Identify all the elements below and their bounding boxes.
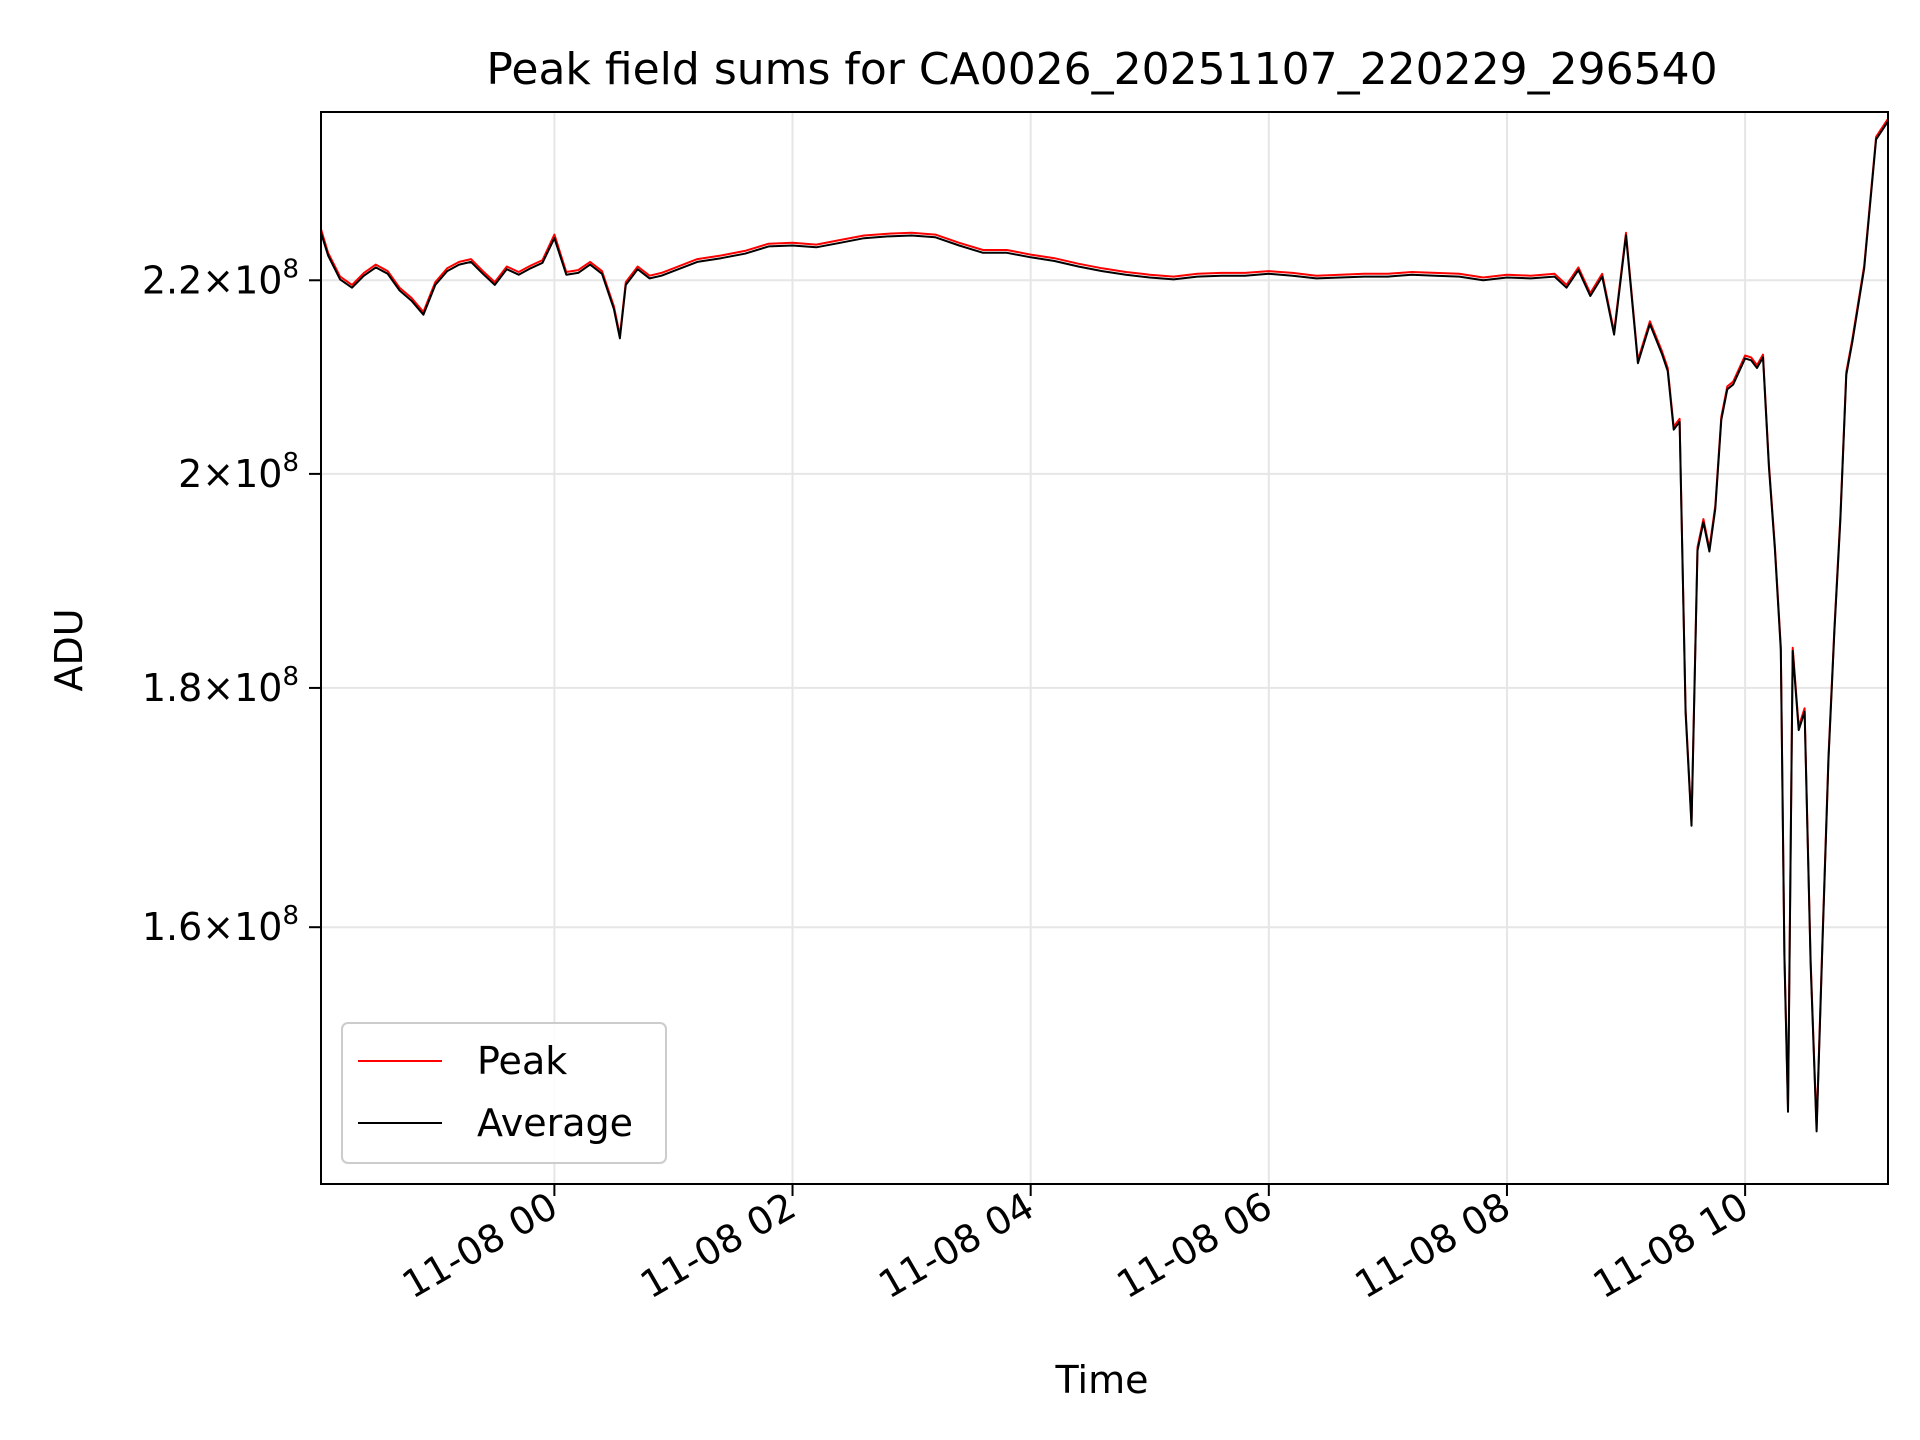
y-tick-label: 1.6×108	[142, 901, 299, 949]
legend-peak-label: Peak	[477, 1039, 567, 1083]
legend-average-label: Average	[477, 1101, 633, 1145]
series-line-average	[321, 120, 1888, 1133]
y-tick-label: 1.8×108	[142, 662, 299, 710]
legend: Peak Average	[341, 1022, 667, 1164]
y-tick-label: 2×108	[178, 448, 299, 496]
grid	[321, 112, 1888, 1184]
x-axis-label: Time	[1055, 1358, 1149, 1402]
y-axis-label: ADU	[47, 608, 91, 691]
y-tick-label: 2.2×108	[142, 254, 299, 302]
chart-title: Peak field sums for CA0026_20251107_2202…	[486, 44, 1717, 95]
y-axis: 2.2×108 2×108 1.8×108 1.6×108	[142, 254, 321, 949]
plot-frame	[320, 111, 1889, 1185]
series-group	[321, 118, 1888, 1133]
legend-box	[341, 1022, 667, 1164]
